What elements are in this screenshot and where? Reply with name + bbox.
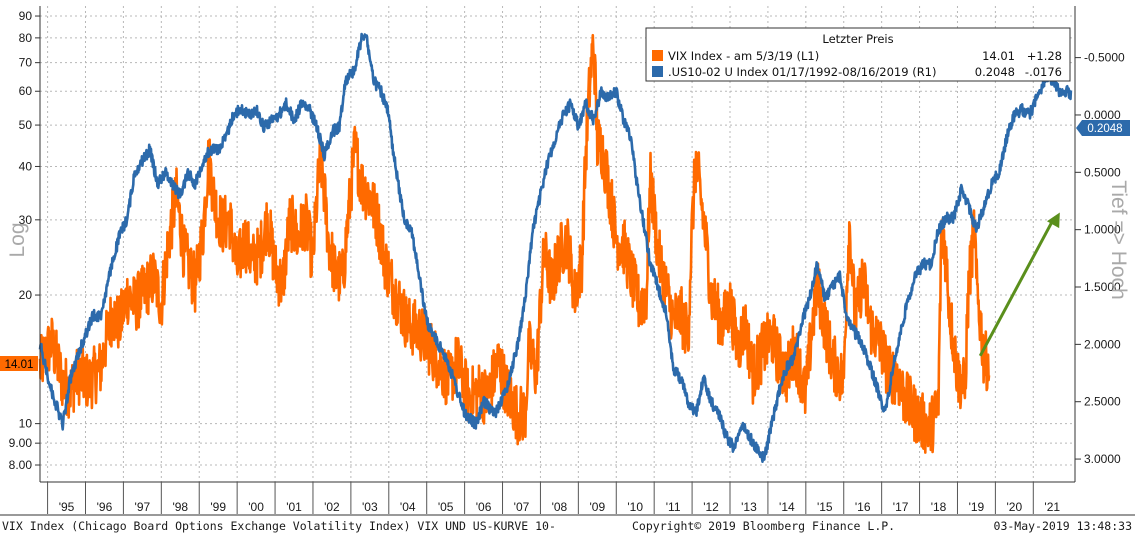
- right-tick-label: 1.0000: [1084, 223, 1121, 237]
- left-last-value-badge-text: 14.01: [5, 359, 34, 371]
- x-tick-label: '07: [514, 500, 530, 514]
- x-tick-label: '16: [855, 500, 871, 514]
- right-last-value-badge-text: 0.2048: [1087, 123, 1122, 135]
- x-tick-label: '97: [135, 500, 151, 514]
- x-tick-label: '12: [703, 500, 719, 514]
- x-tick-label: '18: [931, 500, 947, 514]
- right-tick-label: 2.0000: [1084, 337, 1121, 351]
- legend-entry-vix-name: VIX Index - am 5/3/19 (L1): [668, 49, 819, 63]
- series-line-us10-02: [38, 32, 1073, 463]
- legend-entry-us10-02-name: .US10-02 U Index 01/17/1992-08/16/2019 (…: [668, 65, 936, 79]
- left-tick-label: 40: [19, 159, 33, 173]
- left-tick-label: 70: [19, 56, 33, 70]
- x-tick-label: '00: [248, 500, 264, 514]
- footer-description: VIX Index (Chicago Board Options Exchang…: [2, 519, 556, 533]
- left-tick-label: 50: [19, 118, 33, 132]
- x-tick-label: '19: [969, 500, 985, 514]
- legend-title: Letzter Preis: [822, 32, 893, 46]
- legend: Letzter Preis VIX Index - am 5/3/19 (L1)…: [645, 27, 1071, 82]
- right-last-value-badge-bg: [1076, 120, 1130, 136]
- axes: '95 '96 '97 '98 '99 '00 '01 '02 '03 '04 '05 '06 '07 '…: [0, 6, 1135, 516]
- right-tick-label: 2.5000: [1084, 395, 1121, 409]
- x-tick-label: '14: [779, 500, 795, 514]
- left-tick-label: 90: [19, 9, 33, 23]
- x-tick-label: '15: [817, 500, 833, 514]
- trend-arrow-head: [1046, 212, 1060, 229]
- x-tick-label: '04: [400, 500, 416, 514]
- legend-entry-vix-change: +1.28: [1027, 49, 1062, 63]
- annotations: [978, 212, 1060, 357]
- right-tick-label: 3.0000: [1084, 452, 1121, 466]
- x-tick-label: '99: [210, 500, 226, 514]
- x-tick-label: '02: [324, 500, 340, 514]
- left-tick-label: 20: [19, 288, 33, 302]
- x-tick-label: '08: [552, 500, 568, 514]
- left-tick-label: 10: [19, 417, 33, 431]
- left-tick-label: 80: [19, 31, 33, 45]
- x-tick-label: '06: [476, 500, 492, 514]
- x-tick-label: '21: [1044, 500, 1060, 514]
- legend-swatch-us10-02: [652, 66, 663, 77]
- left-tick-label: 9.00: [9, 436, 33, 450]
- footer-timestamp: 03-May-2019 13:48:33: [994, 519, 1133, 533]
- x-tick-label: '10: [627, 500, 643, 514]
- right-tick-label: 0.5000: [1084, 165, 1121, 179]
- x-tick-label: '01: [286, 500, 302, 514]
- legend-entry-us10-02-change: -.0176: [1025, 65, 1062, 79]
- x-tick-label: '20: [1007, 500, 1023, 514]
- x-tick-label: '09: [589, 500, 605, 514]
- series-line-vix: [38, 33, 991, 454]
- x-tick-label: '17: [893, 500, 909, 514]
- left-last-value-badge-bg: [0, 356, 38, 371]
- x-tick-label: '95: [59, 500, 75, 514]
- right-last-value-badge: 0.2048: [1076, 120, 1130, 136]
- x-tick-label: '11: [666, 500, 681, 514]
- left-tick-label: 8.00: [9, 458, 33, 472]
- x-tick-label: '13: [741, 500, 757, 514]
- x-tick-label: '96: [97, 500, 113, 514]
- x-tick-label: '98: [172, 500, 188, 514]
- left-tick-label: 30: [19, 213, 33, 227]
- trend-arrow-shaft: [978, 217, 1056, 357]
- right-tick-label: 1.5000: [1084, 280, 1121, 294]
- left-tick-label: 60: [19, 84, 33, 98]
- legend-entry-us10-02-last: 0.2048: [975, 65, 1015, 79]
- left-axis-title: Log: [6, 222, 29, 257]
- right-tick-label: -0.5000: [1084, 51, 1125, 65]
- legend-swatch-vix: [652, 50, 663, 61]
- right-axis-title: Tief => Hoch: [1107, 180, 1130, 299]
- right-tick-label: 0.0000: [1084, 108, 1121, 122]
- left-last-value-badge: 14.01: [0, 356, 38, 371]
- footer-copyright: Copyright© 2019 Bloomberg Finance L.P.: [632, 519, 895, 533]
- x-tick-label: '03: [362, 500, 378, 514]
- legend-entry-vix-last: 14.01: [982, 49, 1015, 63]
- legend-box: [645, 27, 1071, 82]
- x-tick-label: '05: [438, 500, 454, 514]
- series-layer: [38, 32, 1073, 463]
